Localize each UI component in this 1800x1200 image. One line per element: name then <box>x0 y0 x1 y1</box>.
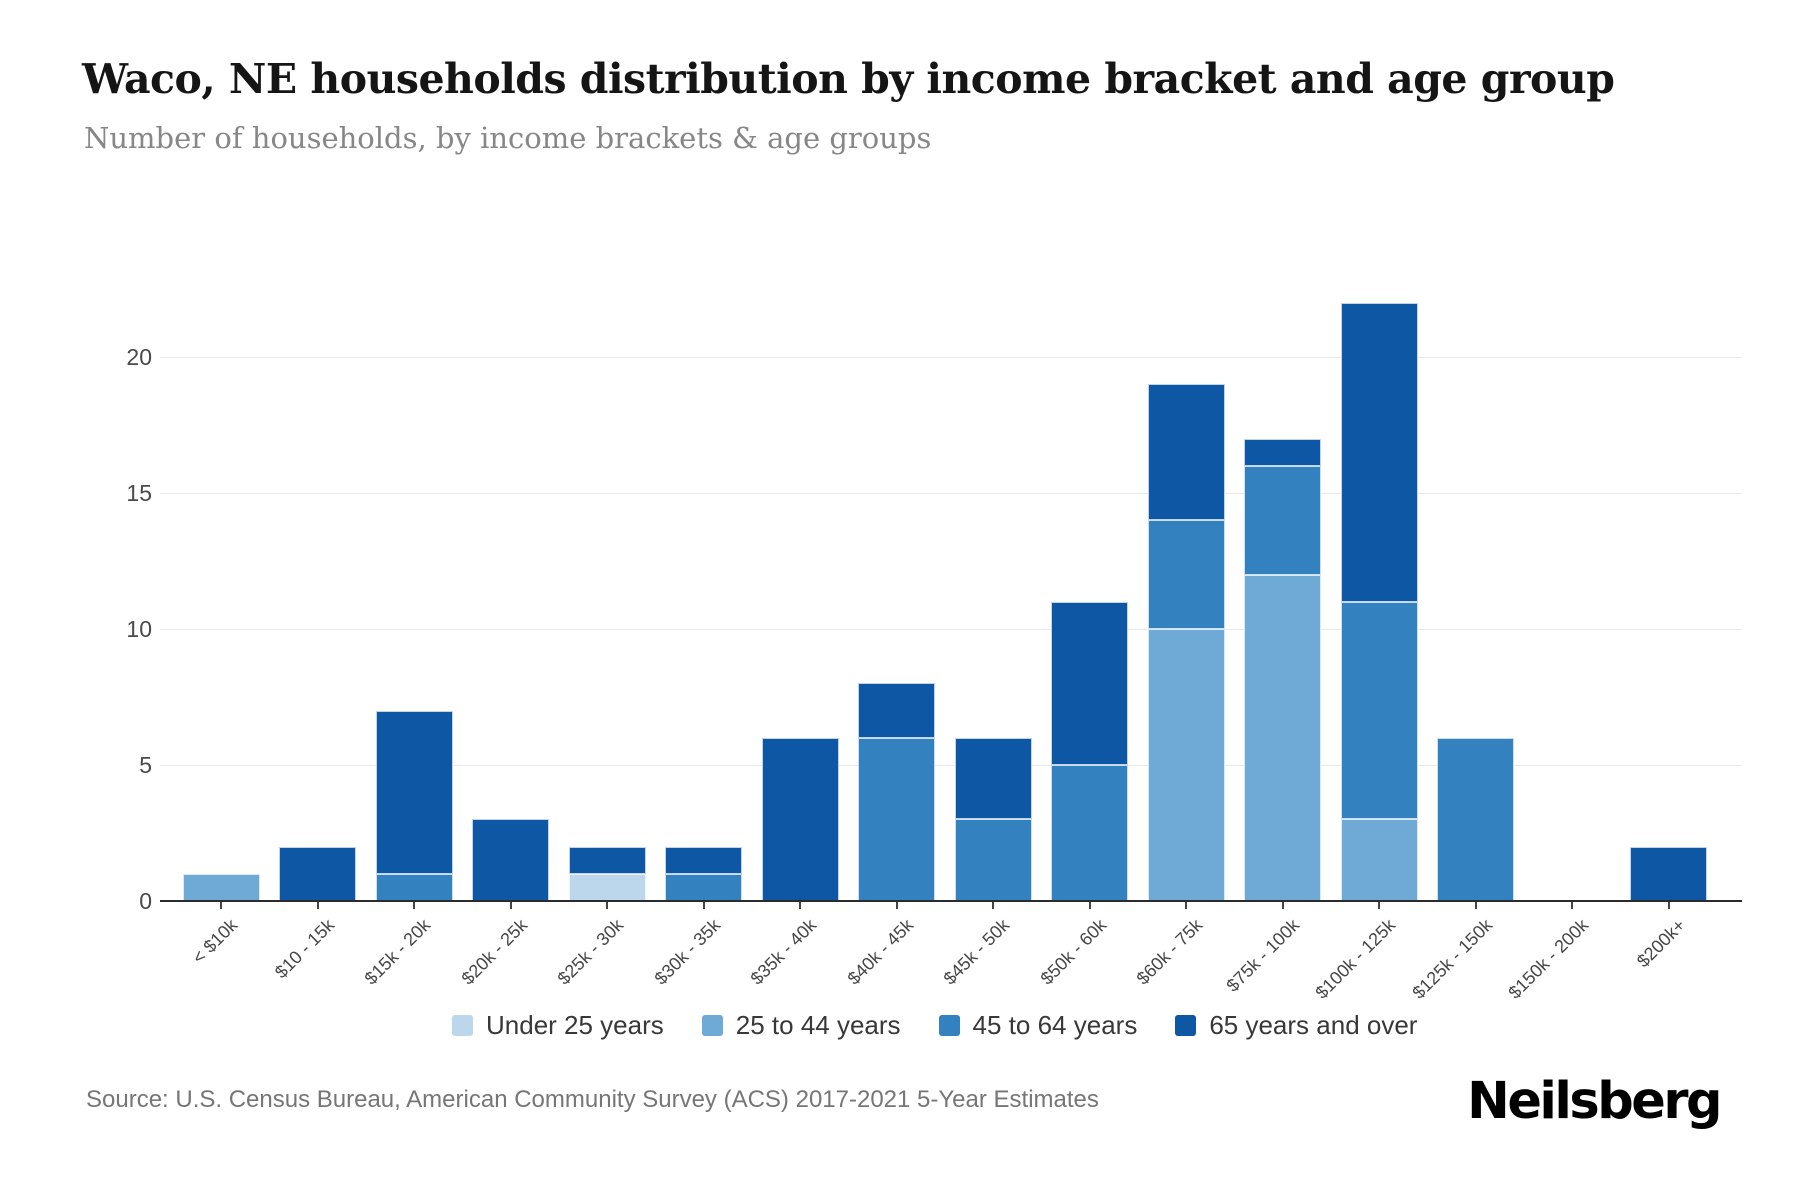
bar--10k <box>182 0 260 901</box>
bar-segment[interactable] <box>182 873 260 901</box>
gridline-y20 <box>160 356 1742 358</box>
page-title: Waco, NE households distribution by inco… <box>82 55 1615 103</box>
bar-segment[interactable] <box>375 873 453 901</box>
x-axis-tick <box>1281 902 1284 909</box>
x-axis-tick <box>702 902 705 909</box>
bar-segment[interactable] <box>1244 574 1321 901</box>
y-axis-tick-label: 5 <box>139 752 152 778</box>
page-subtitle: Number of households, by income brackets… <box>84 121 932 155</box>
x-axis-tick <box>1088 902 1091 909</box>
bar-segment[interactable] <box>1147 384 1225 521</box>
bar--50k-60k <box>1051 0 1128 901</box>
bar--35k-40k <box>761 0 839 901</box>
legend-swatch-icon <box>1175 1015 1197 1036</box>
legend-item[interactable]: 65 years and over <box>1175 1010 1417 1041</box>
bar-segment[interactable] <box>1340 302 1418 602</box>
bar-segment[interactable] <box>1051 601 1128 765</box>
x-axis-line <box>160 900 1742 902</box>
legend-label: 65 years and over <box>1209 1010 1418 1040</box>
legend-swatch-icon <box>938 1015 960 1036</box>
bar-segment[interactable] <box>568 846 646 874</box>
bar-segment[interactable] <box>761 737 839 901</box>
y-axis-tick-label: 20 <box>126 344 152 370</box>
legend-swatch-icon <box>452 1015 473 1036</box>
bar--40k-45k <box>858 0 935 901</box>
x-axis-tick <box>413 902 415 909</box>
bar-segment[interactable] <box>1437 737 1514 901</box>
bar-segment[interactable] <box>858 683 935 738</box>
legend-label: 25 to 44 years <box>735 1010 901 1040</box>
bar--30k-35k <box>665 0 742 901</box>
x-axis-tick <box>220 902 222 909</box>
bar-segment[interactable] <box>568 873 646 901</box>
x-axis-tick <box>992 902 994 909</box>
x-axis-tick <box>1378 902 1380 909</box>
neilsberg-logo[interactable]: Neilsberg <box>1467 1072 1722 1131</box>
bar-segment[interactable] <box>1051 765 1128 901</box>
bar--150k-200k <box>1534 0 1611 901</box>
x-axis-tick <box>509 902 512 909</box>
x-axis-tick <box>316 902 319 909</box>
x-axis-tick <box>1474 902 1477 909</box>
bar-segment[interactable] <box>472 819 549 901</box>
bar-segment[interactable] <box>1147 520 1225 629</box>
bar--100k-125k <box>1340 0 1418 901</box>
bar-segment[interactable] <box>279 846 356 901</box>
bar-segment[interactable] <box>1147 629 1225 901</box>
legend-label: Under 25 years <box>486 1010 664 1040</box>
bar-segment[interactable] <box>375 710 453 874</box>
bar--75k-100k <box>1244 0 1321 901</box>
x-axis-tick <box>1571 902 1573 909</box>
source-note: Source: U.S. Census Bureau, American Com… <box>86 1086 1099 1113</box>
y-axis-tick-label: 15 <box>126 480 152 506</box>
bar-segment[interactable] <box>1340 819 1418 901</box>
bar-segment[interactable] <box>954 819 1032 901</box>
bar--20k-25k <box>472 0 549 901</box>
bar-segment[interactable] <box>954 737 1032 820</box>
bar-segment[interactable] <box>1630 846 1707 901</box>
x-axis-tick <box>895 902 898 909</box>
x-axis-tick <box>606 902 608 909</box>
legend-item[interactable]: 45 to 64 years <box>938 1010 1138 1041</box>
x-axis-tick <box>799 902 801 909</box>
bar-segment[interactable] <box>665 846 742 874</box>
bar--60k-75k <box>1147 0 1225 901</box>
legend-item[interactable]: 25 to 44 years <box>701 1010 901 1041</box>
x-axis-tick <box>1185 902 1187 909</box>
y-axis-tick-label: 0 <box>139 888 152 914</box>
bar--125k-150k <box>1437 0 1514 901</box>
bar--10-15k <box>279 0 356 901</box>
y-axis-tick-label: 10 <box>126 616 152 642</box>
legend-label: 45 to 64 years <box>972 1010 1138 1040</box>
x-axis-tick <box>1667 902 1670 909</box>
bar--200k- <box>1630 0 1707 901</box>
bar-segment[interactable] <box>1244 465 1321 575</box>
bar-segment[interactable] <box>665 873 742 901</box>
bar--15k-20k <box>375 0 453 901</box>
legend-item[interactable]: Under 25 years <box>452 1010 664 1041</box>
bar-segment[interactable] <box>1340 601 1418 820</box>
gridline-y5 <box>160 764 1742 766</box>
gridline-y10 <box>160 628 1742 630</box>
gridline-y15 <box>160 492 1742 494</box>
bar-segment[interactable] <box>858 737 935 901</box>
bar--25k-30k <box>568 0 646 901</box>
bar-segment[interactable] <box>1244 438 1321 466</box>
chart-legend: Under 25 years 25 to 44 years 45 to 64 yea… <box>452 1010 1417 1041</box>
legend-swatch-icon <box>701 1015 723 1036</box>
bar--45k-50k <box>954 0 1032 901</box>
